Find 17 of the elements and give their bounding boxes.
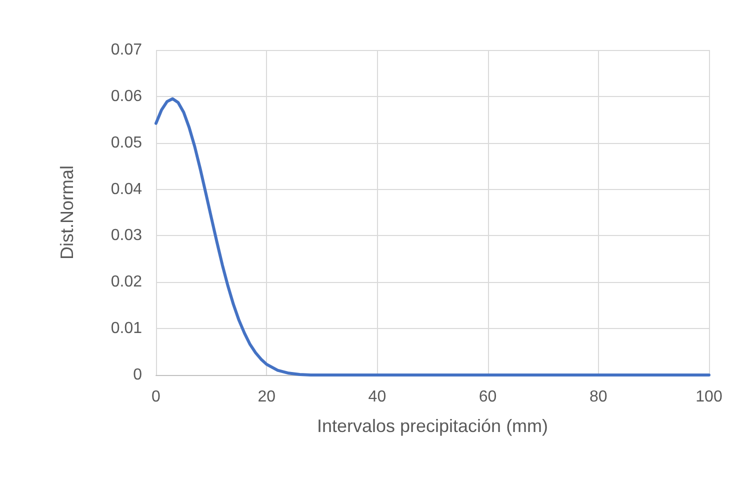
- y-tick-label: 0.02: [110, 274, 142, 291]
- y-axis-title: Dist.Normal: [57, 165, 77, 260]
- line-series: [154, 97, 710, 376]
- y-tick-label: 0.06: [110, 88, 142, 105]
- y-tick-label: 0: [133, 366, 142, 384]
- y-tick-label: 0.07: [110, 42, 142, 58]
- x-axis-title: Intervalos precipitación (mm): [316, 416, 548, 436]
- x-tick-label: 100: [696, 388, 722, 406]
- x-tick-label: 60: [478, 388, 497, 406]
- y-tick-label: 0.04: [110, 180, 142, 198]
- x-tick-label: 80: [590, 388, 608, 406]
- y-tick-label: 0.05: [110, 134, 142, 152]
- y-tick-label: 0.03: [110, 227, 142, 244]
- x-tick-label: 0: [152, 388, 161, 406]
- x-tick-label: 40: [368, 388, 386, 406]
- x-tick-label: 20: [258, 388, 276, 406]
- y-tick-label: 0.01: [110, 320, 142, 338]
